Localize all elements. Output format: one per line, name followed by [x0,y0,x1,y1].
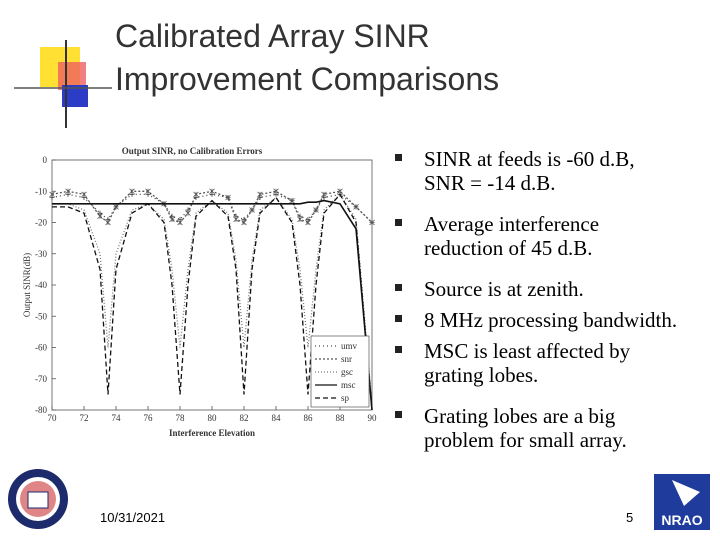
series-marker [81,191,87,198]
series-marker [129,188,135,195]
legend-label: gsc [341,367,353,377]
y-tick-label: -70 [35,374,47,384]
bullet-marker [395,154,402,161]
date: 10/31/2021 [100,510,165,525]
bullet-text: Grating lobes are a big [424,404,616,428]
x-tick-label: 86 [304,413,314,423]
series-marker [113,204,119,210]
series-marker [369,219,375,226]
title: Calibrated Array SINR [115,18,430,54]
bullet-text: problem for small array. [424,428,627,452]
series-marker [145,188,151,195]
series-marker [169,216,175,223]
y-tick-label: -50 [35,311,47,321]
x-tick-label: 88 [336,413,346,423]
series-marker [105,219,111,226]
legend-box [310,335,370,408]
legend-label: sp [341,393,350,403]
legend-label: umv [341,341,358,351]
series-marker [65,188,71,195]
chart-title: Output SINR, no Calibration Errors [122,146,263,156]
series-marker [193,191,199,198]
x-tick-label: 78 [176,413,186,423]
chart: Output SINR, no Calibration Errors Interf… [22,146,377,438]
series-marker [321,191,327,198]
bullet-marker [395,346,402,353]
y-tick-label: -10 [35,186,47,196]
y-tick-label: 0 [43,155,48,165]
y-tick-label: -40 [35,280,47,290]
x-tick-label: 90 [368,413,378,423]
series-marker [353,204,359,210]
bullet-marker [395,284,402,291]
bullet-marker [395,411,402,418]
bullet-marker [395,315,402,322]
series-marker [305,219,311,226]
x-tick-label: 72 [80,413,89,423]
x-axis-label: Interference Elevation [169,428,255,438]
bullet-text: grating lobes. [424,363,538,387]
y-axis-label: Output SINR(dB) [22,253,32,317]
y-tick-label: -80 [35,405,47,415]
bullet-marker [395,219,402,226]
bullet-list: SINR at feeds is -60 d.B,SNR = -14 d.B. A… [395,147,677,452]
series-marker [209,188,215,195]
legend-label: snr [341,354,352,364]
x-tick-label: 80 [208,413,218,423]
logo-text: NRAO [661,512,702,528]
bullet-text: 8 MHz processing bandwidth. [424,308,677,332]
bullet-text: SINR at feeds is -60 d.B, [424,147,635,171]
nrao-logo: NRAO [654,474,710,530]
bullet-text: reduction of 45 d.B. [424,236,593,260]
title: Improvement Comparisons [115,61,499,97]
series-marker [225,194,231,201]
bullet-text: SNR = -14 d.B. [424,171,555,195]
x-tick-label: 74 [112,413,122,423]
seal-logo [8,469,68,529]
y-tick-label: -60 [35,343,47,353]
series-marker [273,188,279,195]
x-tick-label: 82 [240,413,249,423]
series-marker [49,191,55,198]
series-marker [257,191,263,198]
series-marker [241,219,247,226]
series-marker [177,219,183,226]
series-marker [249,207,255,213]
series-marker [289,197,295,204]
x-tick-label: 70 [48,413,58,423]
x-tick-label: 76 [144,413,154,423]
bullet-text: MSC is least affected by [424,339,631,363]
bullet-text: Average interference [424,212,599,236]
legend-label: msc [341,380,356,390]
decoration [14,40,112,128]
series-line [51,193,373,223]
series-marker [233,216,239,223]
series-line [51,190,373,224]
series-line [52,199,373,411]
x-tick-label: 84 [272,413,282,423]
series-line [52,193,373,404]
series-marker [97,213,103,220]
bullet-text: Source is at zenith. [424,277,584,301]
series-marker [313,207,319,213]
series-marker [297,216,303,223]
page-number: 5 [626,510,633,525]
y-tick-label: -20 [35,218,47,228]
series-marker [337,188,343,195]
series-marker [185,210,191,216]
y-tick-label: -30 [35,249,47,259]
